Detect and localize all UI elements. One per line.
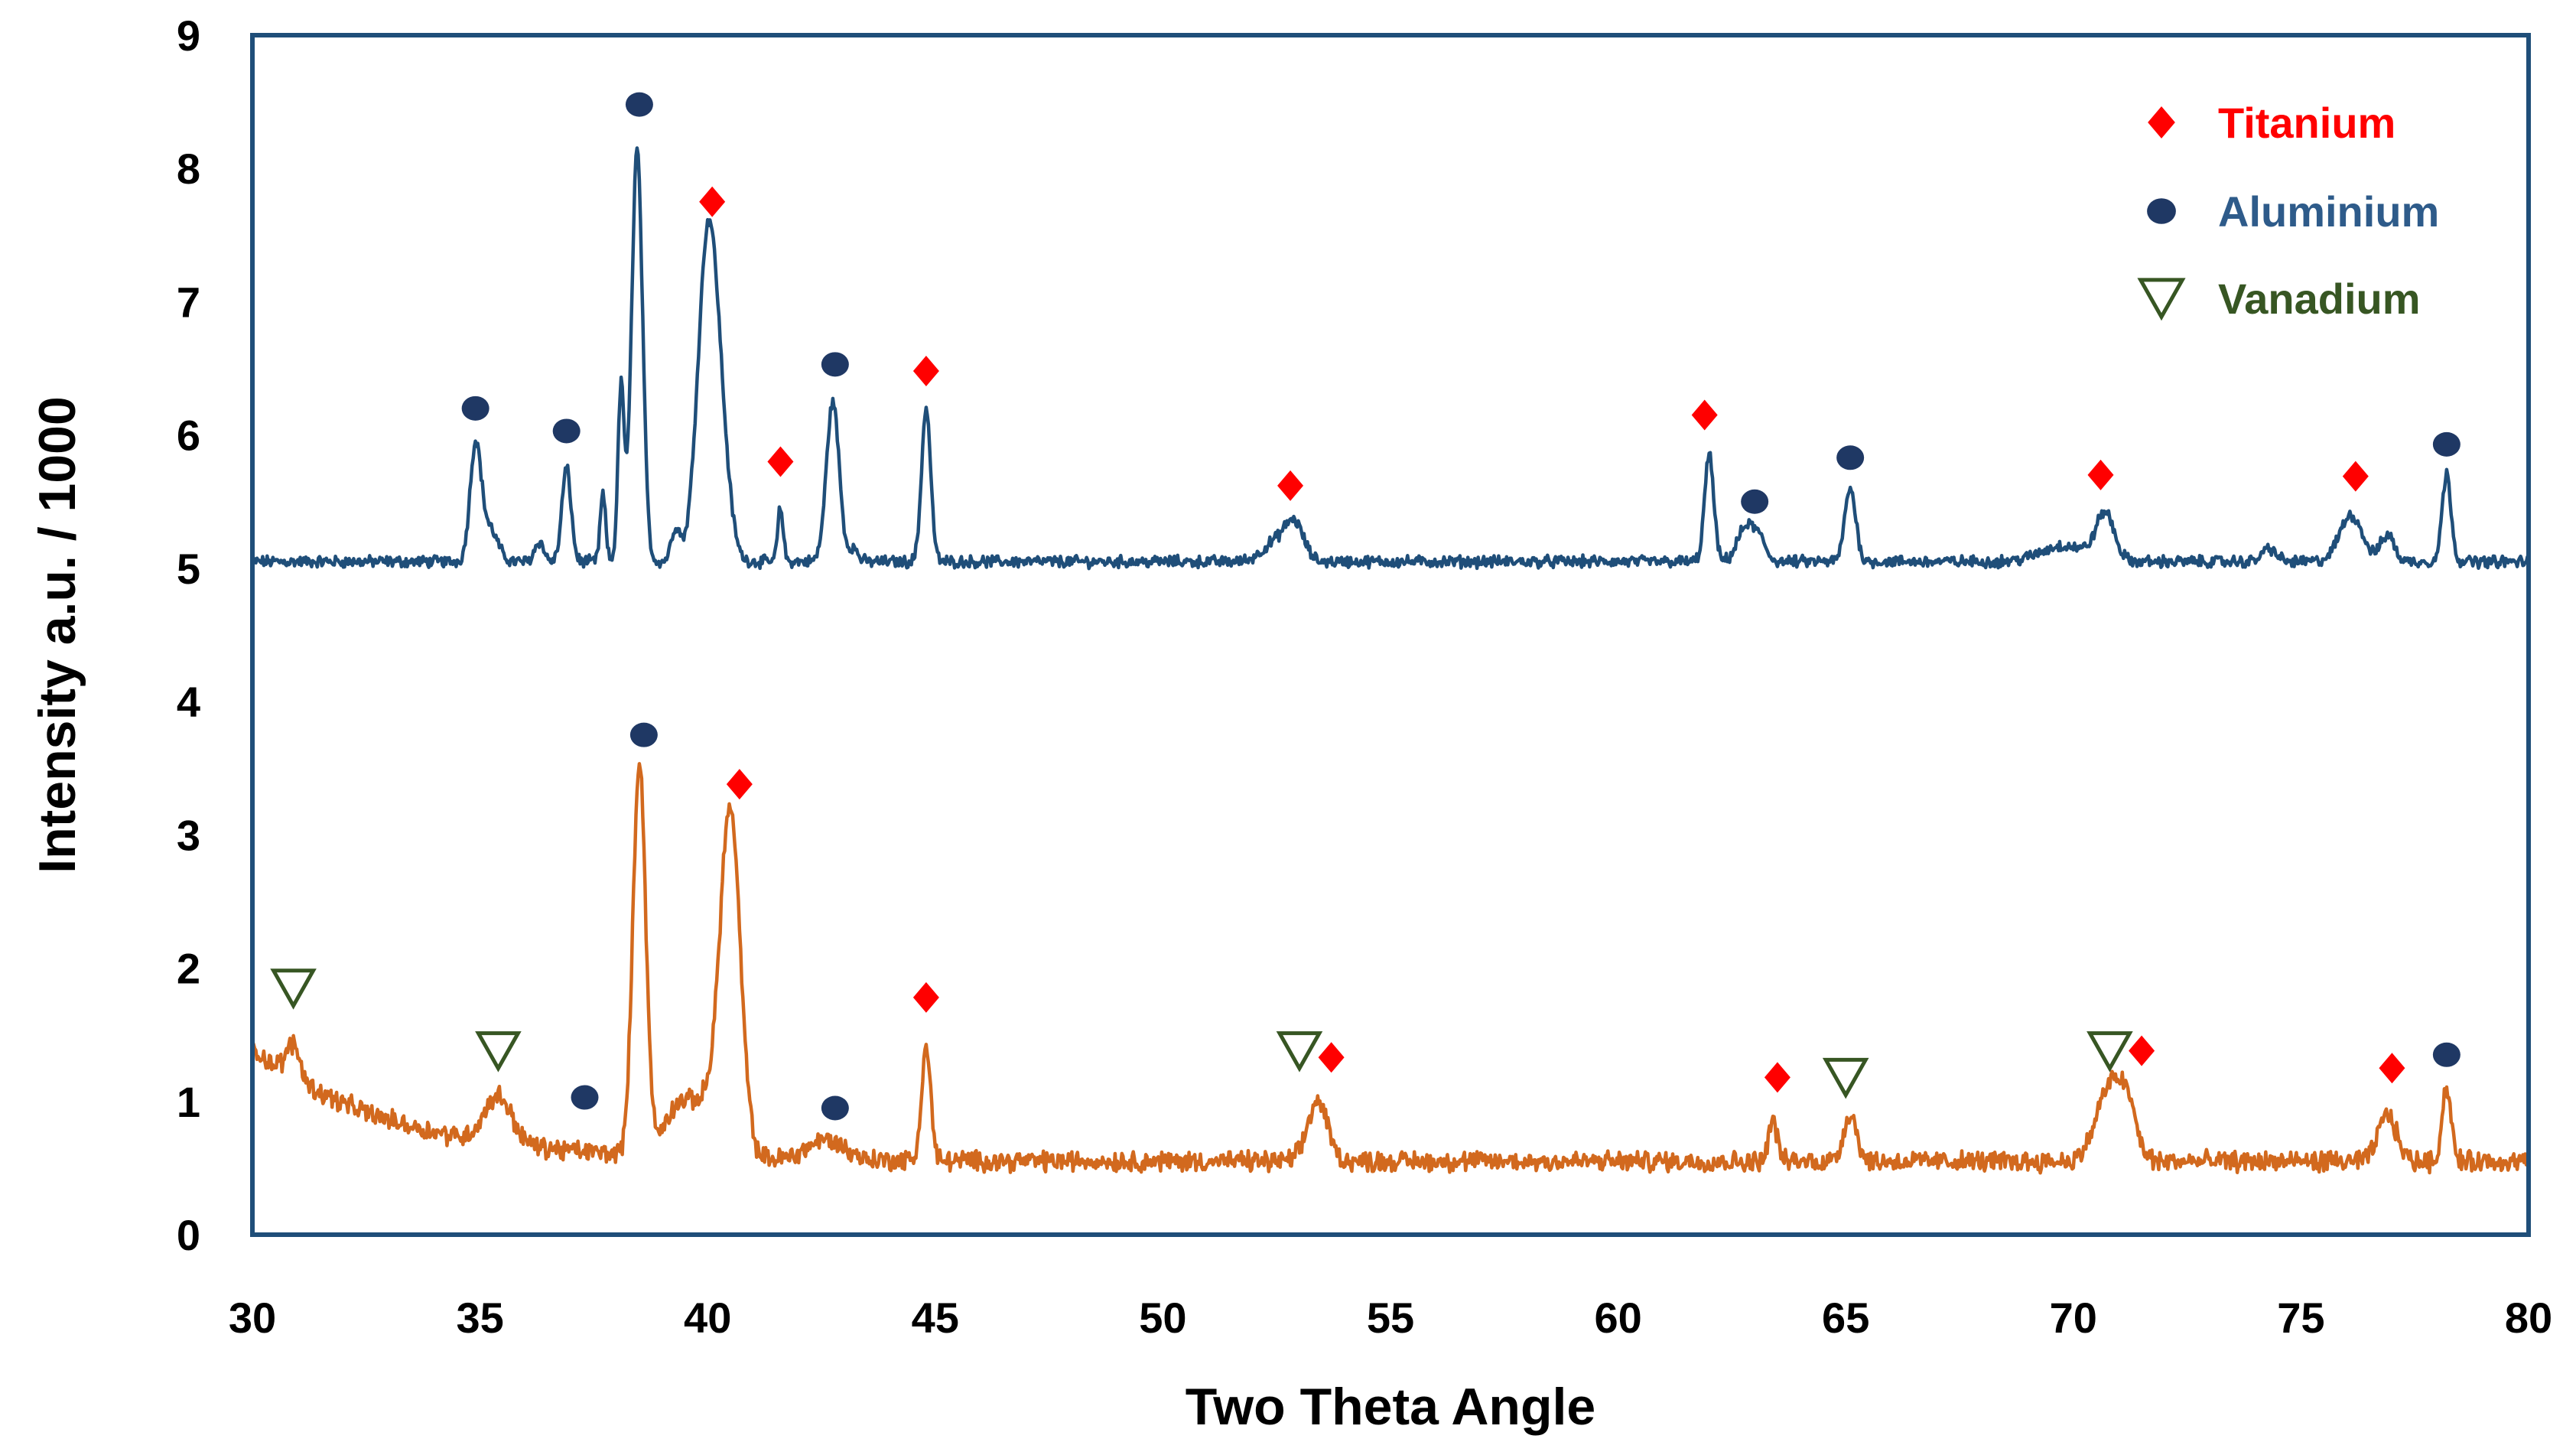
aluminium-marker	[2147, 198, 2176, 224]
x-tick-label: 45	[912, 1294, 959, 1342]
x-tick-label: 70	[2050, 1294, 2097, 1342]
x-tick-label: 50	[1139, 1294, 1186, 1342]
titanium-marker	[1691, 399, 1718, 431]
marker-layer	[270, 92, 2461, 1121]
y-axis-ticks: 0 1 2 3 4 5 6 7 8 9	[177, 11, 200, 1259]
y-tick-label: 7	[177, 278, 200, 326]
plot-area	[250, 92, 2531, 1175]
aluminium-marker	[821, 1095, 849, 1121]
y-tick-label: 5	[177, 545, 200, 593]
y-tick-label: 8	[177, 145, 200, 193]
aluminium-marker	[571, 1085, 599, 1110]
titanium-marker	[1764, 1062, 1791, 1093]
legend: Titanium Aluminium Vanadium	[2137, 99, 2439, 323]
plot-frame	[250, 33, 2531, 1237]
y-axis-title: Intensity a.u. / 1000	[28, 396, 86, 874]
legend-label-aluminium: Aluminium	[2218, 187, 2439, 236]
titanium-marker	[2148, 106, 2175, 138]
vanadium-marker	[2137, 278, 2186, 321]
y-tick-label: 9	[177, 11, 200, 60]
vanadium-marker	[270, 968, 317, 1010]
vanadium-marker	[1822, 1057, 1869, 1099]
aluminium-marker	[629, 722, 658, 747]
x-axis-title: Two Theta Angle	[1186, 1378, 1595, 1436]
x-tick-label: 35	[456, 1294, 503, 1342]
titanium-marker	[912, 981, 939, 1013]
x-tick-label: 40	[684, 1294, 731, 1342]
x-tick-label: 75	[2277, 1294, 2324, 1342]
aluminium-marker	[461, 395, 490, 421]
y-tick-label: 3	[177, 811, 200, 859]
aluminium-marker	[625, 92, 653, 117]
legend-label-titanium: Titanium	[2218, 99, 2395, 147]
x-tick-label: 55	[1367, 1294, 1414, 1342]
titanium-marker	[2129, 1035, 2155, 1066]
y-tick-label: 4	[177, 678, 200, 726]
aluminium-marker	[1836, 445, 1865, 470]
vanadium-marker	[2086, 1031, 2133, 1073]
series-layer	[250, 146, 2531, 1175]
titanium-marker	[767, 446, 794, 477]
y-tick-label: 0	[177, 1211, 200, 1259]
series-line-1	[250, 146, 2530, 571]
x-axis-ticks: 30 35 40 45 50 55 60 65 70 75 80	[229, 1294, 2552, 1342]
titanium-marker	[2379, 1053, 2405, 1084]
vanadium-marker	[475, 1031, 522, 1073]
aluminium-marker	[552, 418, 581, 444]
y-tick-label: 6	[177, 412, 200, 460]
titanium-marker	[1318, 1042, 1345, 1073]
titanium-marker	[2342, 461, 2369, 492]
titanium-marker	[699, 186, 726, 217]
titanium-marker	[2087, 459, 2114, 490]
vanadium-marker	[1276, 1031, 1323, 1073]
titanium-marker	[726, 769, 753, 800]
y-tick-label: 2	[177, 945, 200, 993]
x-tick-label: 30	[229, 1294, 276, 1342]
titanium-marker	[912, 356, 939, 387]
x-tick-label: 65	[1822, 1294, 1869, 1342]
aluminium-marker	[2432, 431, 2461, 457]
legend-label-vanadium: Vanadium	[2218, 275, 2421, 323]
x-tick-label: 80	[2505, 1294, 2552, 1342]
y-tick-label: 1	[177, 1078, 200, 1126]
titanium-marker	[1277, 470, 1304, 501]
series-line-2	[250, 762, 2531, 1175]
aluminium-marker	[1741, 489, 1769, 514]
aluminium-marker	[821, 352, 849, 377]
x-tick-label: 60	[1594, 1294, 1641, 1342]
aluminium-marker	[2432, 1042, 2461, 1067]
